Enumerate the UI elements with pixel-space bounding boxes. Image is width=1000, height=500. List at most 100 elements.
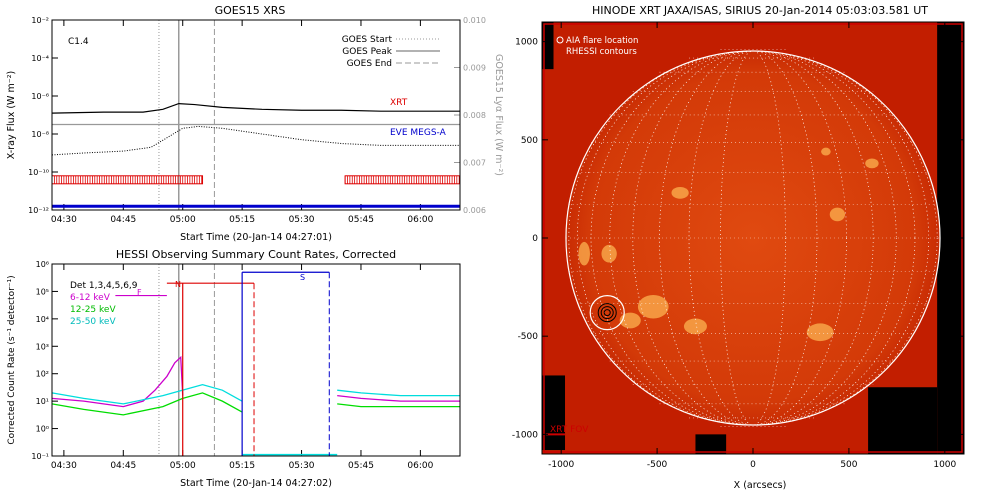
hinode-ytick-label: 500 — [521, 136, 538, 146]
hinode-solar-disk — [565, 50, 941, 426]
hessi-flag-n: N — [175, 280, 181, 289]
hinode-ytick-label: 1000 — [515, 38, 538, 48]
goes-plot-frame — [51, 19, 461, 211]
goes-xtick-label: 05:15 — [229, 215, 255, 225]
hessi-legend-6-12: 6-12 keV — [70, 293, 111, 303]
hinode-lon-line — [576, 50, 930, 426]
goes-eve-label: EVE MEGS-A — [390, 128, 447, 138]
goes-ylabel: X-ray Flux (W m⁻²) — [6, 71, 17, 160]
hessi-ytick-label: 10² — [36, 370, 49, 379]
hinode-xtick-label: -1000 — [548, 460, 574, 470]
goes-ytick-label: 10⁻⁸ — [31, 130, 49, 139]
hinode-bright-region — [578, 241, 590, 266]
hinode-xtick-label: 500 — [840, 460, 857, 470]
goes-legend-peak: GOES Peak — [342, 47, 392, 57]
hinode-bright-region — [671, 186, 689, 199]
goes-y2tick-label: 0.008 — [463, 111, 486, 120]
hinode-ytick-label: -500 — [518, 332, 539, 342]
goes-y2tick-label: 0.009 — [463, 64, 486, 73]
hinode-ytick-label: -1000 — [512, 430, 538, 440]
aia-legend-marker — [556, 36, 564, 44]
hinode-legend-rhessi: RHESSI contours — [566, 47, 637, 57]
hinode-dark-patch — [542, 22, 554, 70]
hessi-ytick-label: 10¹ — [36, 397, 49, 406]
goes-xtick-label: 05:30 — [289, 215, 315, 225]
hinode-rhessi-contour — [597, 303, 617, 323]
hinode-bright-region — [806, 323, 834, 342]
goes-title: GOES15 XRS — [215, 4, 286, 17]
hessi-flag-s: S — [300, 273, 305, 282]
goes-y2tick-label: 0.010 — [463, 16, 486, 25]
hessi-xtick-label: 06:00 — [407, 461, 433, 471]
goes-long-line — [51, 102, 460, 114]
hinode-panel: HINODE XRT JAXA/ISAS, SIRIUS 20-Jan-2014… — [541, 4, 965, 491]
hessi-legend: Det 1,3,4,5,6,9 6-12 keV 12-25 keV 25-50… — [70, 281, 138, 327]
hessi-ytick-label: 10⁶ — [36, 260, 49, 269]
hinode-bright-region — [821, 147, 831, 156]
hinode-lon-line — [720, 50, 786, 426]
goes-ytick-label: 10⁻¹² — [28, 206, 49, 215]
hessi-ytick-label: 10³ — [36, 342, 49, 351]
hinode-dark-patch — [695, 434, 727, 454]
goes-xrt-label: XRT — [390, 98, 408, 108]
hinode-rhessi-contour — [603, 309, 611, 317]
hinode-axes: -1000 -500 0 500 1000 1000 500 0 -500 -1000 — [512, 22, 964, 470]
hessi-ytick-label: 10⁴ — [36, 315, 49, 324]
hinode-legend: AIA flare location RHESSI contours — [556, 36, 638, 57]
hessi-xtick-label: 04:45 — [110, 461, 136, 471]
hinode-title: HINODE XRT JAXA/ISAS, SIRIUS 20-Jan-2014… — [592, 4, 928, 17]
goes-xtick-label: 04:30 — [51, 215, 77, 225]
hessi-xtick-label: 04:30 — [51, 461, 77, 471]
goes-ytick-label: 10⁻¹⁰ — [28, 168, 49, 177]
goes-xtick-label: 04:45 — [110, 215, 136, 225]
hinode-rhessi-contour — [600, 306, 614, 320]
hessi-series-line — [337, 403, 460, 408]
hessi-flag-f: F — [137, 288, 142, 297]
hinode-bright-region — [865, 158, 879, 169]
goes-y2tick-label: 0.006 — [463, 206, 486, 215]
hinode-legend-aia: AIA flare location — [566, 36, 638, 46]
hessi-legend-25-50: 25-50 keV — [70, 317, 116, 327]
hessi-series-line — [51, 355, 184, 408]
hinode-lon-line — [590, 50, 916, 426]
hessi-plot-frame — [51, 263, 461, 457]
hessi-series-line — [51, 384, 243, 405]
goes-legend-end: GOES End — [347, 59, 392, 69]
goes-legend: GOES Start GOES Peak GOES End — [342, 35, 440, 69]
hinode-fov-label: XRT FOV — [550, 425, 589, 435]
hinode-lon-line — [659, 50, 847, 426]
goes-xtick-label: 05:45 — [348, 215, 374, 225]
hinode-xtick-label: 0 — [750, 460, 756, 470]
hinode-bright-region — [683, 318, 707, 335]
goes-y2label: GOES15 Lyα Flux (W m⁻²) — [493, 54, 504, 176]
goes-ytick-label: 10⁻² — [31, 16, 49, 25]
hinode-xlabel: X (arcsecs) — [734, 480, 787, 491]
goes-ytick-label: 10⁻⁶ — [31, 92, 49, 101]
hinode-aia-flare-circle — [589, 295, 625, 331]
hessi-xtick-label: 05:15 — [229, 461, 255, 471]
hessi-xlabel: Start Time (20-Jan-14 04:27:02) — [180, 478, 332, 489]
hessi-series-line — [51, 392, 243, 416]
hessi-series-line — [337, 395, 460, 402]
goes-ytick-label: 10⁻⁴ — [31, 54, 49, 63]
hessi-ytick-label: 10⁻¹ — [31, 452, 49, 461]
hinode-lon-line — [688, 50, 818, 426]
hessi-xtick-label: 05:45 — [348, 461, 374, 471]
hessi-xtick-label: 05:00 — [170, 461, 196, 471]
goes-xtick-label: 05:00 — [170, 215, 196, 225]
hessi-panel: HESSI Observing Summary Count Rates, Cor… — [7, 248, 461, 489]
goes-xtick-label: 06:00 — [407, 215, 433, 225]
hinode-bright-region — [637, 294, 669, 319]
hinode-dark-patch — [542, 375, 566, 451]
hessi-title: HESSI Observing Summary Count Rates, Cor… — [116, 248, 396, 261]
hinode-xtick-label: 1000 — [933, 460, 956, 470]
hinode-bright-region — [601, 244, 617, 263]
hessi-xtick-label: 05:30 — [289, 461, 315, 471]
goes-xlabel: Start Time (20-Jan-14 04:27:01) — [180, 232, 332, 243]
hessi-ytick-label: 10⁵ — [36, 287, 49, 296]
goes-panel: GOES15 XRS 04:30 04:45 05:00 05:15 05:30 05:4… — [6, 4, 504, 243]
hessi-legend-12-25: 12-25 keV — [70, 305, 116, 315]
hessi-series-line — [337, 389, 460, 397]
hinode-ytick-label: 0 — [532, 234, 538, 244]
